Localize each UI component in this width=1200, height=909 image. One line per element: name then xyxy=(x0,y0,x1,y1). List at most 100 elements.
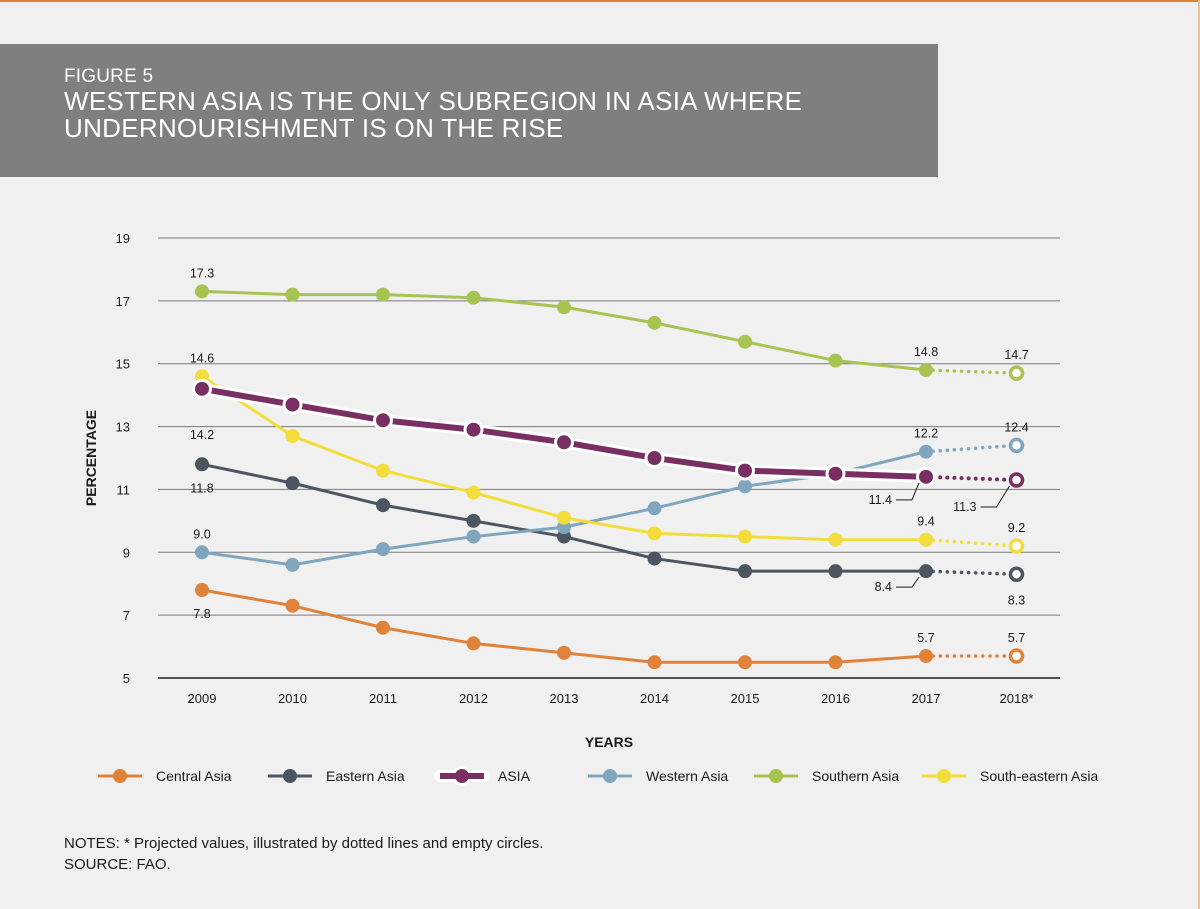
x-tick-label: 2017 xyxy=(912,691,941,706)
legend-item: South-eastern Asia xyxy=(922,768,1099,784)
legend-item: ASIA xyxy=(434,766,531,786)
y-tick-label: 9 xyxy=(123,545,130,560)
projected-point xyxy=(1008,538,1025,554)
projected-line xyxy=(924,537,1019,548)
data-point xyxy=(557,510,571,525)
data-point xyxy=(557,300,571,315)
legend-label: Eastern Asia xyxy=(326,768,405,784)
notes: NOTES: * Projected values, illustrated b… xyxy=(64,833,543,875)
projected-line xyxy=(924,569,1019,577)
data-point xyxy=(466,529,481,544)
y-tick-label: 13 xyxy=(116,420,130,435)
data-point xyxy=(376,463,390,478)
figure-label: FIGURE 5 xyxy=(64,66,154,87)
data-point xyxy=(919,649,933,663)
series-southern-asia xyxy=(195,284,1025,381)
projected-line xyxy=(924,443,1019,454)
data-point xyxy=(285,598,300,613)
series-central-asia xyxy=(195,583,1025,670)
data-label: 5.7 xyxy=(1008,631,1025,645)
series-lines xyxy=(192,284,1025,670)
data-point xyxy=(828,655,843,670)
x-tick-label: 2013 xyxy=(550,691,579,706)
data-label: 9.0 xyxy=(193,527,210,541)
legend-swatch-point xyxy=(603,769,617,783)
data-labels: 7.8 5.7 5.7 11.8 8.4 8.3 9.0 12.2 12.4 17.3 14.8 14… xyxy=(190,266,1029,645)
data-label: 8.4 xyxy=(875,580,892,594)
y-tick-label: 17 xyxy=(116,294,130,309)
data-point xyxy=(919,469,933,484)
data-point xyxy=(738,463,752,478)
data-label: 12.4 xyxy=(1004,420,1028,434)
x-tick-label: 2012 xyxy=(459,691,488,706)
projected-line xyxy=(924,474,1019,482)
legend-label: Central Asia xyxy=(156,768,232,784)
x-tick-label: 2014 xyxy=(640,691,669,706)
data-point xyxy=(285,476,300,491)
data-point xyxy=(828,353,843,368)
data-point xyxy=(466,636,481,651)
data-point xyxy=(919,532,933,547)
data-label: 14.7 xyxy=(1004,348,1028,362)
y-axis-title: PERCENTAGE xyxy=(83,410,99,506)
data-label: 14.6 xyxy=(190,351,214,365)
series-asia xyxy=(192,378,1025,488)
data-point xyxy=(376,287,390,302)
legend-label: South-eastern Asia xyxy=(980,768,1099,784)
data-point xyxy=(738,479,752,494)
label-leader xyxy=(896,482,920,501)
y-tick-label: 5 xyxy=(123,671,130,686)
data-label: 9.2 xyxy=(1008,521,1025,535)
legend-item: Southern Asia xyxy=(754,768,899,784)
data-point xyxy=(195,381,209,396)
data-point xyxy=(828,564,843,579)
top-rule xyxy=(0,0,1200,2)
data-point xyxy=(285,429,300,443)
data-point xyxy=(195,284,209,299)
data-point xyxy=(195,545,209,560)
data-point xyxy=(738,655,752,670)
data-point xyxy=(919,444,933,459)
legend-label: ASIA xyxy=(498,768,531,784)
data-point xyxy=(376,620,390,635)
data-label: 11.4 xyxy=(869,493,892,507)
figure-header: FIGURE 5 WESTERN ASIA IS THE ONLY SUBREG… xyxy=(0,44,938,177)
legend-label: Western Asia xyxy=(646,768,728,784)
figure-title: WESTERN ASIA IS THE ONLY SUBREGION IN AS… xyxy=(64,86,803,143)
data-point xyxy=(647,501,662,516)
data-label: 9.4 xyxy=(917,515,934,529)
data-label: 14.8 xyxy=(914,345,938,359)
y-tick-label: 15 xyxy=(116,357,130,372)
series-south-eastern-asia xyxy=(195,369,1025,554)
data-point xyxy=(828,466,843,481)
x-tick-label: 2016 xyxy=(821,691,850,706)
data-label: 7.8 xyxy=(193,607,210,621)
data-point xyxy=(647,551,662,566)
legend-swatch-point xyxy=(283,769,297,783)
data-point xyxy=(647,315,662,330)
label-leader xyxy=(980,485,1010,508)
x-tick-label: 2009 xyxy=(188,691,217,706)
notes-text: NOTES: * Projected values, illustrated b… xyxy=(64,835,544,852)
legend-swatch-point xyxy=(113,769,127,783)
data-point xyxy=(647,451,662,465)
data-point xyxy=(195,457,209,472)
data-point xyxy=(647,526,662,541)
data-point xyxy=(466,485,481,500)
projected-point xyxy=(1008,365,1025,381)
series-eastern-asia xyxy=(195,457,1025,583)
data-point xyxy=(376,498,390,513)
x-axis-title: YEARS xyxy=(585,734,633,750)
legend-swatch-point xyxy=(455,769,469,783)
data-point xyxy=(919,363,933,377)
data-point xyxy=(738,529,752,544)
legend-swatch-point xyxy=(937,769,951,783)
data-point xyxy=(828,532,843,547)
data-point xyxy=(376,542,390,557)
data-label: 11.8 xyxy=(190,481,213,495)
data-point xyxy=(919,564,933,579)
x-tick-label: 2015 xyxy=(731,691,760,706)
data-point xyxy=(557,435,571,450)
data-point xyxy=(285,397,300,412)
